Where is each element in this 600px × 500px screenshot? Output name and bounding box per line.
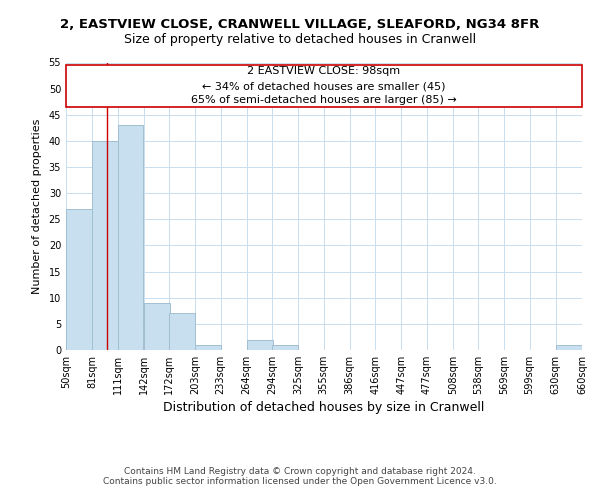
Text: Contains public sector information licensed under the Open Government Licence v3: Contains public sector information licen… <box>103 477 497 486</box>
Bar <box>272 345 298 350</box>
X-axis label: Distribution of detached houses by size in Cranwell: Distribution of detached houses by size … <box>163 401 485 414</box>
Bar <box>196 345 221 350</box>
Text: Contains HM Land Registry data © Crown copyright and database right 2024.: Contains HM Land Registry data © Crown c… <box>124 467 476 476</box>
Bar <box>556 345 582 350</box>
Bar <box>118 125 143 350</box>
Text: Size of property relative to detached houses in Cranwell: Size of property relative to detached ho… <box>124 32 476 46</box>
Bar <box>247 340 272 350</box>
Text: 2 EASTVIEW CLOSE: 98sqm: 2 EASTVIEW CLOSE: 98sqm <box>247 66 401 76</box>
Text: 2, EASTVIEW CLOSE, CRANWELL VILLAGE, SLEAFORD, NG34 8FR: 2, EASTVIEW CLOSE, CRANWELL VILLAGE, SLE… <box>61 18 539 30</box>
Bar <box>144 303 170 350</box>
Bar <box>169 314 195 350</box>
Bar <box>92 141 118 350</box>
Text: ← 34% of detached houses are smaller (45): ← 34% of detached houses are smaller (45… <box>202 81 446 91</box>
Text: 65% of semi-detached houses are larger (85) →: 65% of semi-detached houses are larger (… <box>191 95 457 105</box>
Y-axis label: Number of detached properties: Number of detached properties <box>32 118 41 294</box>
FancyBboxPatch shape <box>66 65 582 107</box>
Bar <box>66 209 92 350</box>
